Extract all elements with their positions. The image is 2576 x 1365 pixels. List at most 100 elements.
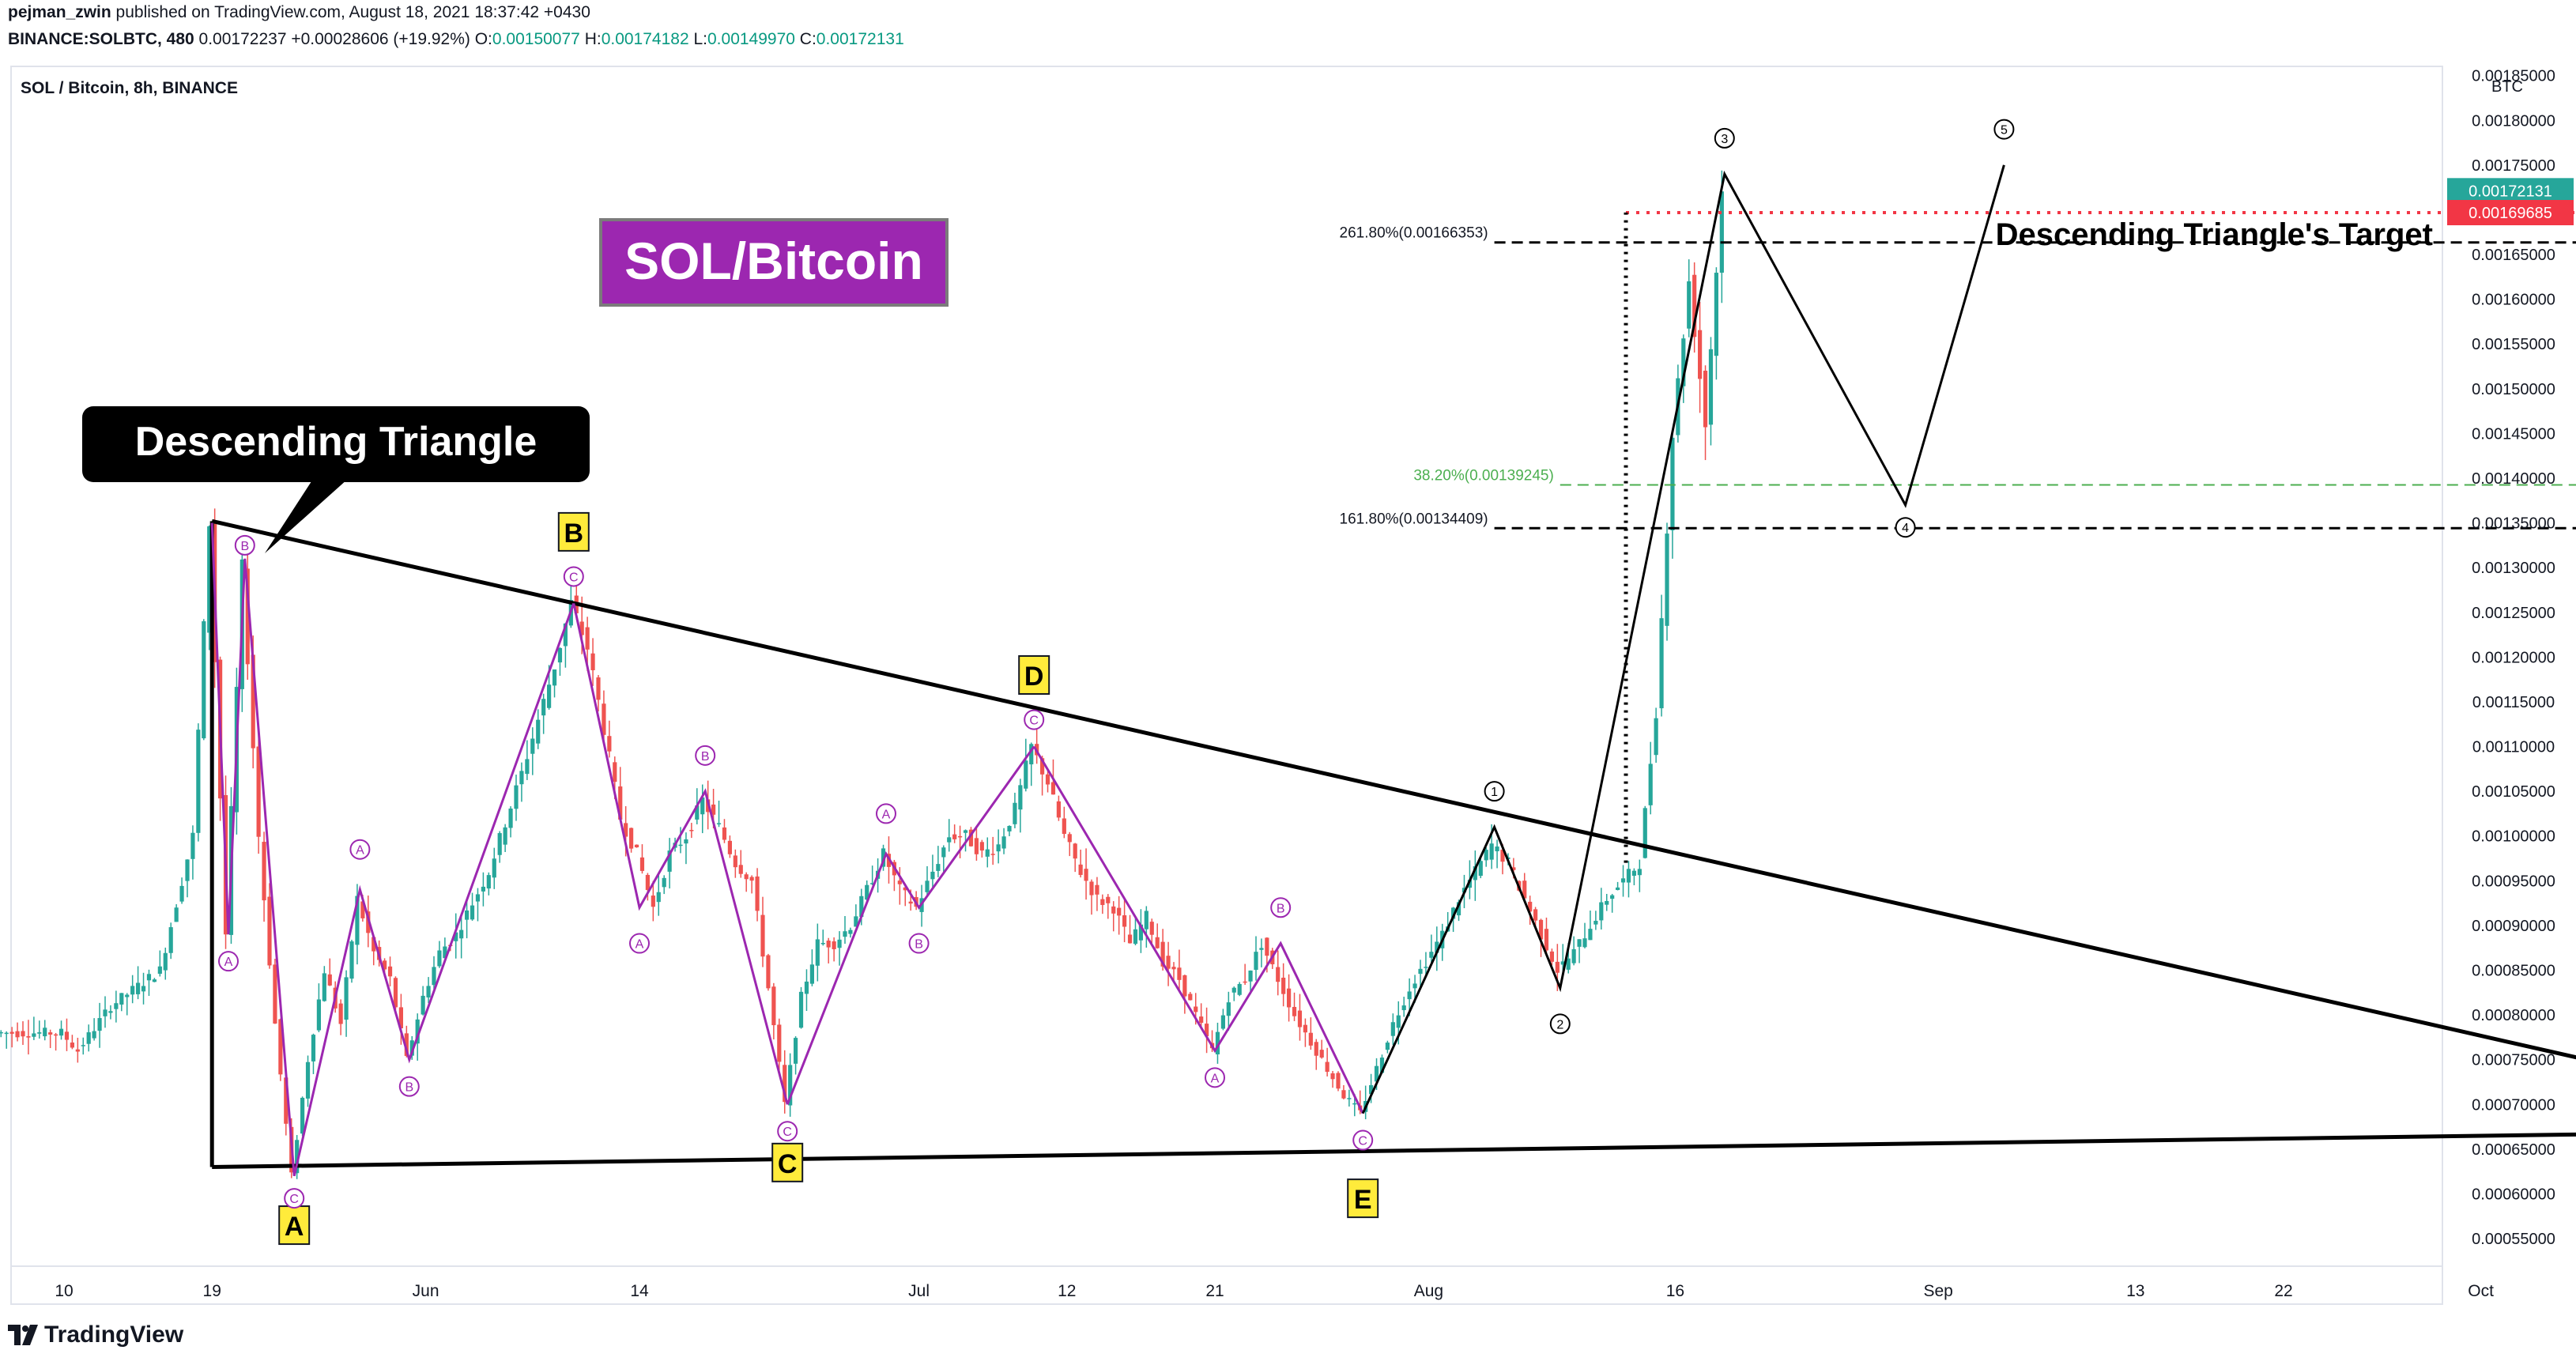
candle-body bbox=[404, 1033, 409, 1056]
candle-body bbox=[794, 1038, 798, 1064]
time-tick-label: Jun bbox=[413, 1282, 439, 1300]
candle-body bbox=[443, 946, 447, 959]
candle-body bbox=[783, 1065, 787, 1103]
candle-body bbox=[618, 786, 623, 820]
wave-label-circle bbox=[1024, 709, 1045, 730]
fib-level-label: 38.20%(0.00139245) bbox=[1413, 468, 1553, 485]
candle-body bbox=[854, 916, 858, 927]
candle-body bbox=[963, 830, 968, 833]
candle-body bbox=[1637, 869, 1642, 876]
candle-body bbox=[470, 905, 475, 920]
candle-body bbox=[1029, 744, 1034, 765]
wave-label-box bbox=[1347, 1178, 1379, 1219]
candle-body bbox=[1577, 939, 1582, 947]
candle-body bbox=[815, 939, 820, 966]
time-tick-label: 14 bbox=[630, 1282, 649, 1300]
candle-body bbox=[629, 828, 634, 849]
wave-label-text: B bbox=[564, 518, 584, 549]
author-name[interactable]: pejman_zwin bbox=[8, 3, 111, 21]
candle-body bbox=[667, 850, 672, 872]
candle-body bbox=[130, 986, 135, 995]
wave-label-circle bbox=[349, 839, 371, 860]
abc-wave-line bbox=[1032, 745, 1364, 1114]
candle-body bbox=[1714, 273, 1718, 356]
candle-body bbox=[152, 979, 157, 982]
price-tick-label: 0.00120000 bbox=[2472, 649, 2555, 666]
candle-body bbox=[870, 883, 875, 884]
unit-label: BTC bbox=[2491, 78, 2523, 96]
candle-body bbox=[409, 1040, 414, 1056]
candle-body bbox=[1654, 718, 1658, 756]
candle-body bbox=[295, 1140, 300, 1174]
candle-body bbox=[86, 1032, 91, 1044]
candle-body bbox=[508, 808, 513, 828]
tradingview-logo[interactable]: TradingView bbox=[8, 1322, 183, 1348]
candle-body bbox=[1352, 1103, 1357, 1105]
candle-body bbox=[908, 901, 913, 904]
candle-body bbox=[613, 762, 617, 782]
wave-label-text: C bbox=[289, 1193, 299, 1206]
high-value: 0.00174182 bbox=[601, 30, 689, 48]
candle-body bbox=[1369, 1084, 1374, 1095]
price-badge-value: 0.00172131 bbox=[2469, 183, 2552, 200]
candle-body bbox=[1259, 948, 1264, 950]
wave-label-circle bbox=[1205, 1067, 1225, 1088]
candle-body bbox=[251, 654, 255, 748]
candle-body bbox=[475, 894, 481, 902]
wave-label-text: D bbox=[1024, 662, 1044, 692]
candle-body bbox=[695, 805, 700, 820]
time-tick-label: Sep bbox=[1924, 1282, 1953, 1300]
candle-body bbox=[32, 1033, 36, 1037]
wave-label-circle bbox=[1270, 897, 1292, 918]
candle-body bbox=[557, 647, 563, 663]
candle-body bbox=[837, 939, 842, 948]
candle-body bbox=[432, 967, 436, 986]
candle-body bbox=[1473, 865, 1477, 880]
candle-body bbox=[536, 719, 541, 744]
wave-label-circle bbox=[908, 933, 930, 954]
candle-body bbox=[760, 914, 765, 957]
wave-label-circle bbox=[1714, 127, 1735, 149]
candle-body bbox=[15, 1031, 20, 1038]
abc-wave-line bbox=[210, 522, 575, 1177]
candle-body bbox=[1308, 1032, 1313, 1046]
abc-wave-line bbox=[786, 745, 1035, 1105]
candle-body bbox=[1484, 850, 1488, 861]
candle-body bbox=[859, 896, 864, 918]
candle-body bbox=[1160, 941, 1165, 967]
candle-body bbox=[136, 982, 141, 994]
candle-body bbox=[1467, 880, 1472, 888]
candle-body bbox=[1374, 1065, 1379, 1082]
candle-body bbox=[92, 1031, 96, 1039]
candle-body bbox=[454, 932, 458, 941]
candle-body bbox=[514, 785, 519, 809]
candle-body bbox=[1544, 929, 1549, 951]
triangle-trendline bbox=[212, 1132, 2576, 1169]
time-tick-label: 13 bbox=[2126, 1282, 2144, 1300]
candle-body bbox=[1659, 618, 1664, 709]
candle-body bbox=[525, 759, 530, 775]
price-tick-label: 0.00090000 bbox=[2472, 918, 2555, 935]
candle-body bbox=[678, 844, 683, 847]
candle-body bbox=[1500, 850, 1505, 862]
wave-label-text: B bbox=[405, 1081, 413, 1095]
candle-body bbox=[1620, 878, 1626, 883]
candle-body bbox=[1407, 991, 1412, 1000]
candle-body bbox=[1435, 941, 1439, 953]
candle-body bbox=[1687, 281, 1692, 329]
candle-body bbox=[1549, 951, 1554, 962]
wave-label-circle bbox=[234, 534, 255, 556]
candle-body bbox=[607, 736, 612, 752]
wave-label-text: C bbox=[569, 571, 579, 584]
time-tick-label: 10 bbox=[55, 1282, 73, 1300]
wave-label-circle bbox=[1549, 1013, 1571, 1035]
candle-body bbox=[1396, 1015, 1401, 1028]
price-tick-label: 0.00095000 bbox=[2472, 873, 2555, 890]
wave-label-circle bbox=[218, 951, 239, 972]
candle-body bbox=[1254, 952, 1258, 971]
candle-body bbox=[1024, 760, 1028, 789]
candle-body bbox=[54, 1034, 58, 1036]
candle-body bbox=[174, 907, 179, 922]
price-tick-label: 0.00130000 bbox=[2472, 560, 2555, 577]
